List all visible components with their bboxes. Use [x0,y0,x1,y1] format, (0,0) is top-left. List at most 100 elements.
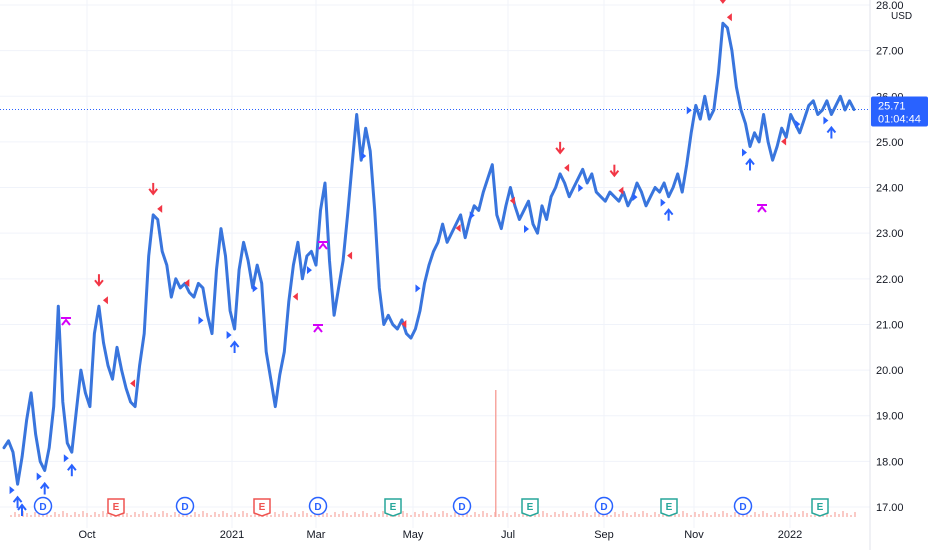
y-tick-label: 25.00 [876,137,904,149]
volume-bar [434,512,436,517]
volume-bar [414,512,416,517]
volume-bar [702,511,704,517]
event-marker[interactable]: E [521,498,539,517]
event-marker[interactable]: D [452,496,472,516]
volume-bar [786,513,788,517]
y-tick-label: 22.00 [876,274,904,286]
volume-bar [354,512,356,517]
sell-flag-icon [455,224,461,233]
event-marker[interactable]: D [175,496,195,516]
sell-arrow-head [148,188,158,196]
volume-bar [450,515,452,517]
volume-bar [442,511,444,517]
event-marker[interactable]: D [594,496,614,516]
volume-bar [794,512,796,517]
volume-bar [506,513,508,517]
x-axis[interactable]: Oct 2021 Mar May Jul Sep Nov 2022 [78,529,802,541]
buy-arrow-icon [17,503,27,516]
volume-bar [430,515,432,517]
volume-bar [266,513,268,517]
volume-bar [606,513,608,517]
volume-bar [558,514,560,517]
volume-bar [694,512,696,517]
buy-flag-icon [469,211,475,220]
volume-bar [350,515,352,517]
event-marker[interactable]: D [308,496,328,516]
volume-bar [490,515,492,517]
y-axis[interactable]: 17.00 18.00 19.00 20.00 21.00 22.00 23.00 24.00… [876,0,904,514]
buy-arrow-head [39,481,50,490]
price-series-line [2,21,856,486]
volume-bar [254,512,256,517]
volume-bar [574,512,576,517]
volume-bar [102,511,104,517]
event-letter: E [527,502,534,513]
volume-bar [134,512,136,517]
volume-bar [198,514,200,517]
volume-bar [162,511,164,517]
event-marker[interactable]: E [107,498,125,517]
volume-bar [30,515,32,517]
event-letter: D [39,502,46,513]
sell-flag-icon [401,320,407,329]
volume-bar [682,511,684,517]
volume-bar [338,514,340,517]
volume-bar [686,513,688,517]
volume-bar [174,512,176,517]
event-marker[interactable]: E [660,498,678,517]
volume-bar [366,513,368,517]
event-letter: E [817,502,824,513]
volume-bar [774,512,776,517]
buy-arrow-head [826,125,837,134]
volume-bar [218,514,220,517]
buy-flag-icon [9,486,15,495]
volume-bar [638,514,640,517]
buy-arrow-head [229,340,240,348]
sell-flag-icon [564,163,570,172]
buy-flag-icon [252,284,258,293]
sell-flag-icon [347,251,353,260]
sell-flag-icon [130,379,136,388]
event-letter: D [458,502,465,513]
sell-arrow-icon [555,141,565,155]
event-marker[interactable]: D [733,496,753,516]
volume-bar [286,513,288,517]
volume-bar [562,511,564,517]
event-marker[interactable]: D [33,496,53,516]
event-marker[interactable]: E [384,498,402,517]
volume-bar [802,511,804,517]
buy-arrow-icon [67,463,77,477]
volume-bar [226,513,228,517]
y-tick-label: 17.00 [876,502,904,514]
sell-flag-icon [157,204,163,213]
volume-bar [698,514,700,517]
volume-bar [170,515,172,517]
event-marker[interactable]: E [811,498,829,517]
volume-bar [290,515,292,517]
volume-bar [838,514,840,517]
volume-bar [294,512,296,517]
volume-bar [622,511,624,517]
special-marker-bar [318,241,328,243]
volume-bar [274,512,276,517]
volume-bar [626,513,628,517]
volume-bar [438,514,440,517]
y-tick-label: 19.00 [876,411,904,423]
buy-arrow-head [12,495,23,503]
earnings-event-icon [253,498,271,517]
volume-bar [778,514,780,517]
volume-bar [418,514,420,517]
volume-bar-spike [495,390,497,517]
event-marker[interactable]: E [253,498,271,517]
x-tick-label: Oct [78,529,95,541]
volume-bar [130,515,132,517]
volume-bar [66,513,68,517]
buy-flag-icon [63,454,69,463]
volume-bar [166,513,168,517]
volume-bar [578,514,580,517]
volume-bar [210,515,212,517]
volume-bar [726,513,728,517]
sell-arrow-head [555,147,565,155]
